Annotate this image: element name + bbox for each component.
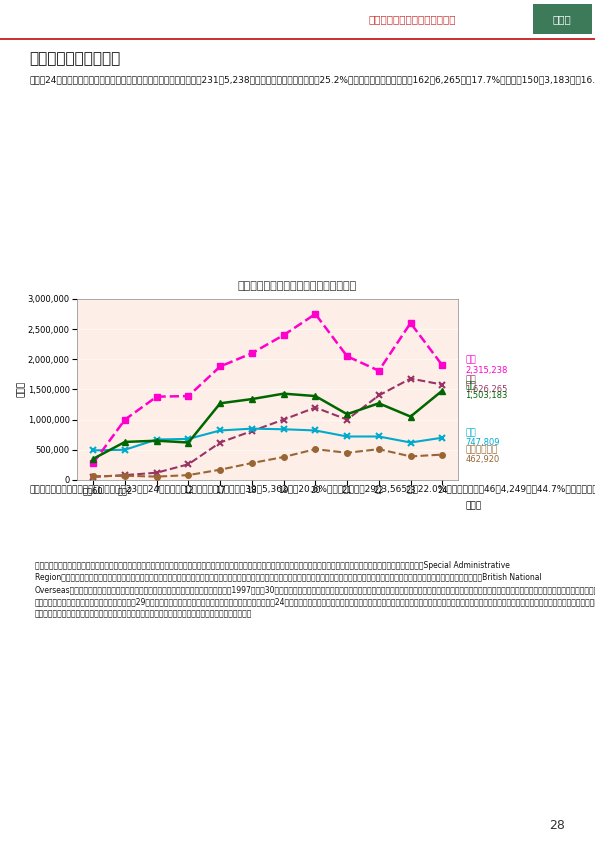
Text: 747,809: 747,809 (465, 438, 500, 447)
Text: （２）　国籍・地域別: （２） 国籍・地域別 (30, 51, 121, 67)
Text: 上位５か国の国籍・地域について平成23年と24年で入国者数を比較すると，韓国が39万5,362人（20.6%）増加，中国が29万3,565人（22.0%）増加，: 上位５か国の国籍・地域について平成23年と24年で入国者数を比較すると，韓国が3… (30, 484, 595, 493)
Text: 米国: 米国 (465, 428, 476, 437)
Y-axis label: （人）: （人） (17, 381, 26, 397)
Text: 1,503,183: 1,503,183 (465, 392, 508, 400)
Text: 28: 28 (549, 818, 565, 832)
Text: 台湾: 台湾 (465, 381, 476, 390)
Text: 1,626,265: 1,626,265 (465, 385, 508, 394)
Text: 平成24年における外国人入国者数を国籍・地域別に見ると，韓国が231万5,238人と最も多く，入国者全体の25.2%を占めている。以下，中国162万6,265人: 平成24年における外国人入国者数を国籍・地域別に見ると，韓国が231万5,238… (30, 76, 595, 85)
Text: 中国: 中国 (465, 375, 476, 384)
FancyBboxPatch shape (533, 3, 592, 34)
Text: 462,920: 462,920 (465, 456, 500, 464)
Text: 韓国: 韓国 (465, 355, 476, 365)
Text: （注）　「入国資格の範囲においては，「中国」を「中国」，「台湾」を「台湾」と記載している。また，「香港」については，「中国」国籍を有する者で中国特殊行政区旅券（: （注） 「入国資格の範囲においては，「中国」を「中国」，「台湾」を「台湾」と記載… (35, 561, 595, 618)
Text: 図８　主な国籍・地域別入国者数の推移: 図８ 主な国籍・地域別入国者数の推移 (238, 281, 357, 291)
Text: 2,315,238: 2,315,238 (465, 365, 508, 375)
Text: （年）: （年） (466, 502, 482, 510)
Text: 中国（香港）: 中国（香港） (465, 445, 497, 454)
Text: 第１章　外国人の出入国の状況: 第１章 外国人の出入国の状況 (369, 14, 456, 24)
Text: 第２部: 第２部 (553, 14, 572, 24)
